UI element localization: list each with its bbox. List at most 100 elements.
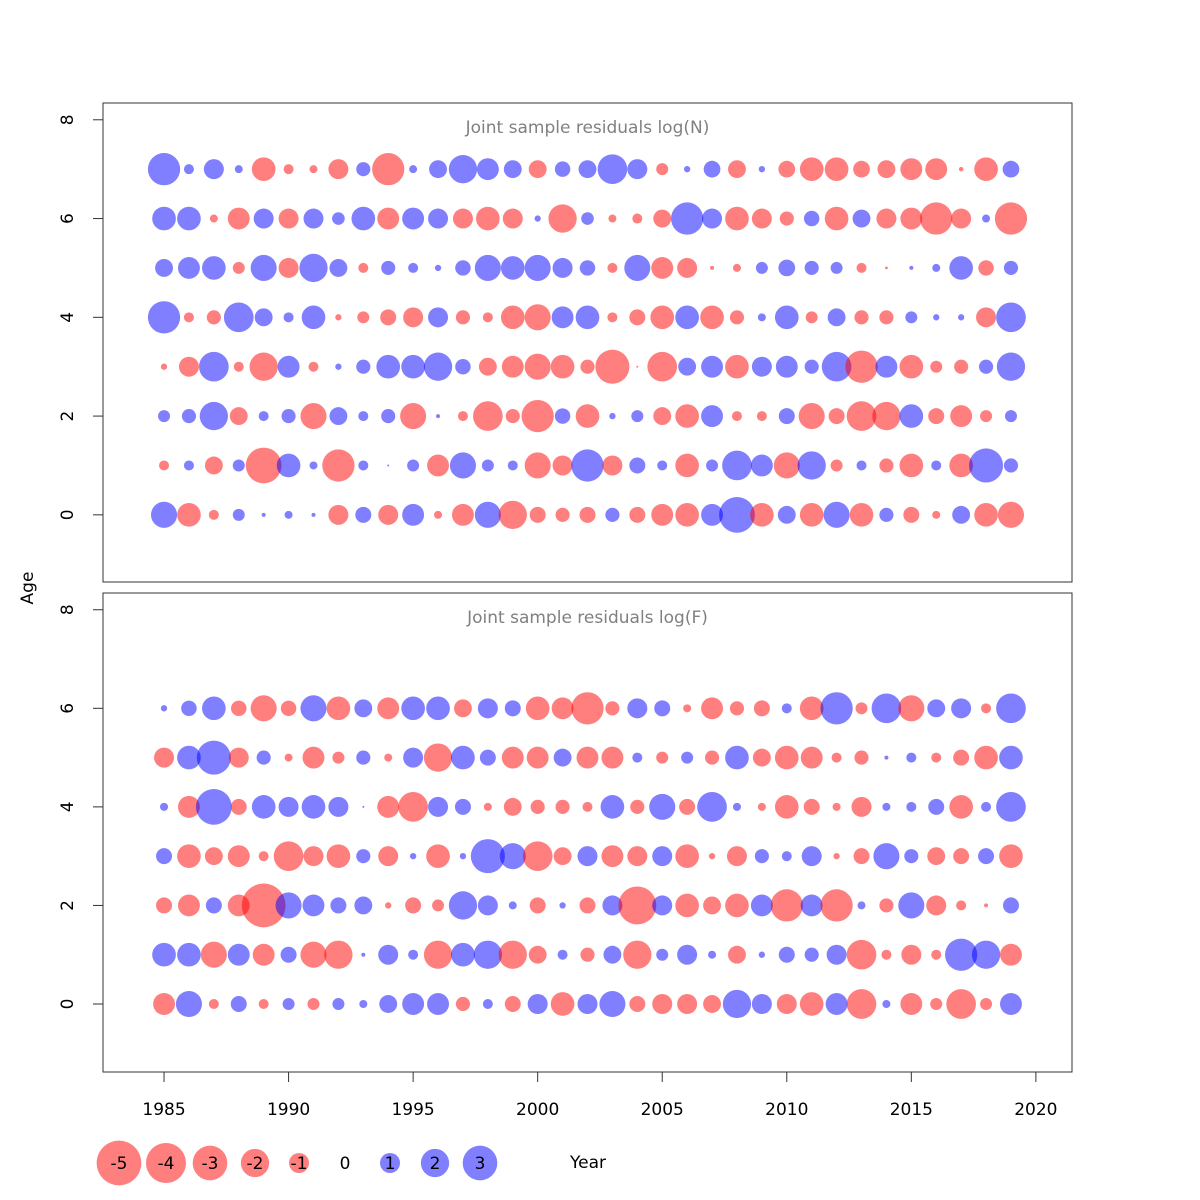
residual-bubble	[177, 942, 201, 967]
residual-bubble	[283, 164, 294, 175]
residual-bubble	[571, 692, 604, 725]
residual-bubble	[857, 901, 866, 910]
residual-bubble	[300, 941, 327, 968]
residual-bubble	[156, 897, 173, 914]
residual-bubble	[978, 260, 994, 276]
residual-bubble	[679, 798, 696, 815]
residual-bubble	[205, 897, 222, 914]
residual-bubble	[951, 698, 972, 719]
residual-bubble	[928, 408, 945, 425]
residual-bubble	[974, 157, 998, 182]
residual-bubble	[228, 747, 249, 768]
legend-bubble	[462, 1145, 498, 1181]
residual-bubble	[652, 895, 673, 916]
residual-bubble	[232, 459, 245, 472]
residual-bubble	[153, 993, 175, 1015]
residual-bubble	[474, 254, 501, 281]
residual-bubble	[683, 704, 692, 713]
residual-bubble	[930, 997, 943, 1010]
residual-bubble	[177, 745, 201, 770]
residual-bubble	[971, 940, 1001, 969]
residual-bubble	[356, 359, 371, 374]
residual-bubble	[700, 305, 724, 330]
legend-label: -5	[111, 1154, 128, 1174]
residual-bubble	[208, 998, 219, 1009]
residual-bubble	[879, 507, 894, 522]
residual-bubble	[376, 354, 401, 379]
residual-bubble	[778, 259, 796, 277]
residual-bubble	[579, 506, 596, 523]
residual-bubble	[931, 752, 942, 763]
y-tick-label: 8	[58, 114, 78, 125]
legend-bubble	[192, 1145, 228, 1181]
residual-bubble	[945, 938, 978, 971]
residual-bubble	[524, 304, 551, 331]
residual-bubble	[846, 401, 877, 431]
y-tick-label: 6	[58, 213, 78, 224]
residual-bubble	[750, 503, 774, 527]
residual-bubble	[906, 752, 917, 763]
residual-bubble	[159, 460, 170, 471]
residual-bubble	[601, 845, 624, 868]
residual-bubble	[322, 449, 355, 482]
residual-bubble	[309, 461, 318, 470]
residual-bubble	[577, 993, 598, 1014]
residual-bubble	[575, 404, 600, 428]
residual-bubble	[557, 949, 568, 960]
residual-bubble	[358, 460, 369, 471]
residual-bubble	[928, 798, 945, 815]
residual-bubble	[881, 949, 892, 960]
residual-bubble	[872, 401, 901, 431]
residual-bubble	[781, 703, 792, 714]
residual-bubble	[227, 207, 250, 230]
residual-bubble	[250, 695, 277, 722]
residual-bubble	[603, 945, 622, 964]
residual-bubble	[820, 889, 853, 922]
y-tick-label: 6	[58, 703, 78, 714]
residual-bubble	[909, 265, 914, 270]
residual-bubble	[309, 165, 318, 174]
y-tick-label: 8	[58, 604, 78, 615]
residual-bubble	[798, 403, 825, 430]
residual-bubble	[357, 311, 370, 324]
residual-bubble	[978, 359, 994, 374]
residual-bubble	[774, 745, 799, 770]
residual-bubble	[548, 204, 577, 233]
residual-bubble	[704, 750, 720, 765]
residual-bubble	[732, 263, 741, 272]
residual-bubble	[1000, 993, 1022, 1015]
residual-bubble	[160, 363, 168, 370]
residual-bubble	[778, 160, 796, 178]
residual-bubble	[402, 993, 425, 1015]
residual-bubble	[701, 697, 724, 720]
residual-bubble	[754, 849, 769, 864]
residual-bubble	[525, 696, 550, 721]
residual-bubble	[160, 705, 168, 712]
residual-bubble	[629, 309, 646, 326]
residual-bubble	[675, 503, 699, 527]
residual-bubble	[624, 254, 651, 281]
residual-bubble	[426, 696, 450, 721]
residual-bubble	[597, 154, 628, 185]
residual-bubble	[427, 454, 449, 477]
residual-bubble	[853, 160, 870, 178]
residual-bubble	[251, 795, 276, 819]
residual-bubble	[281, 409, 296, 424]
residual-bubble	[355, 506, 372, 523]
residual-bubble	[854, 750, 869, 765]
residual-bubble	[821, 351, 852, 382]
residual-bubble	[354, 896, 373, 915]
residual-bubble	[949, 453, 973, 478]
residual-bubble	[879, 458, 894, 473]
residual-bubble	[250, 254, 277, 281]
residual-bubble	[381, 260, 396, 276]
residual-bubble	[175, 990, 202, 1018]
residual-bubble	[196, 740, 231, 775]
residual-bubble	[927, 847, 946, 866]
residual-bubble	[675, 453, 699, 478]
residual-bubble	[258, 851, 269, 862]
residual-bubble	[436, 414, 441, 419]
residual-bubble	[307, 997, 320, 1010]
residual-bubble	[609, 412, 616, 420]
residual-bubble	[853, 848, 870, 865]
